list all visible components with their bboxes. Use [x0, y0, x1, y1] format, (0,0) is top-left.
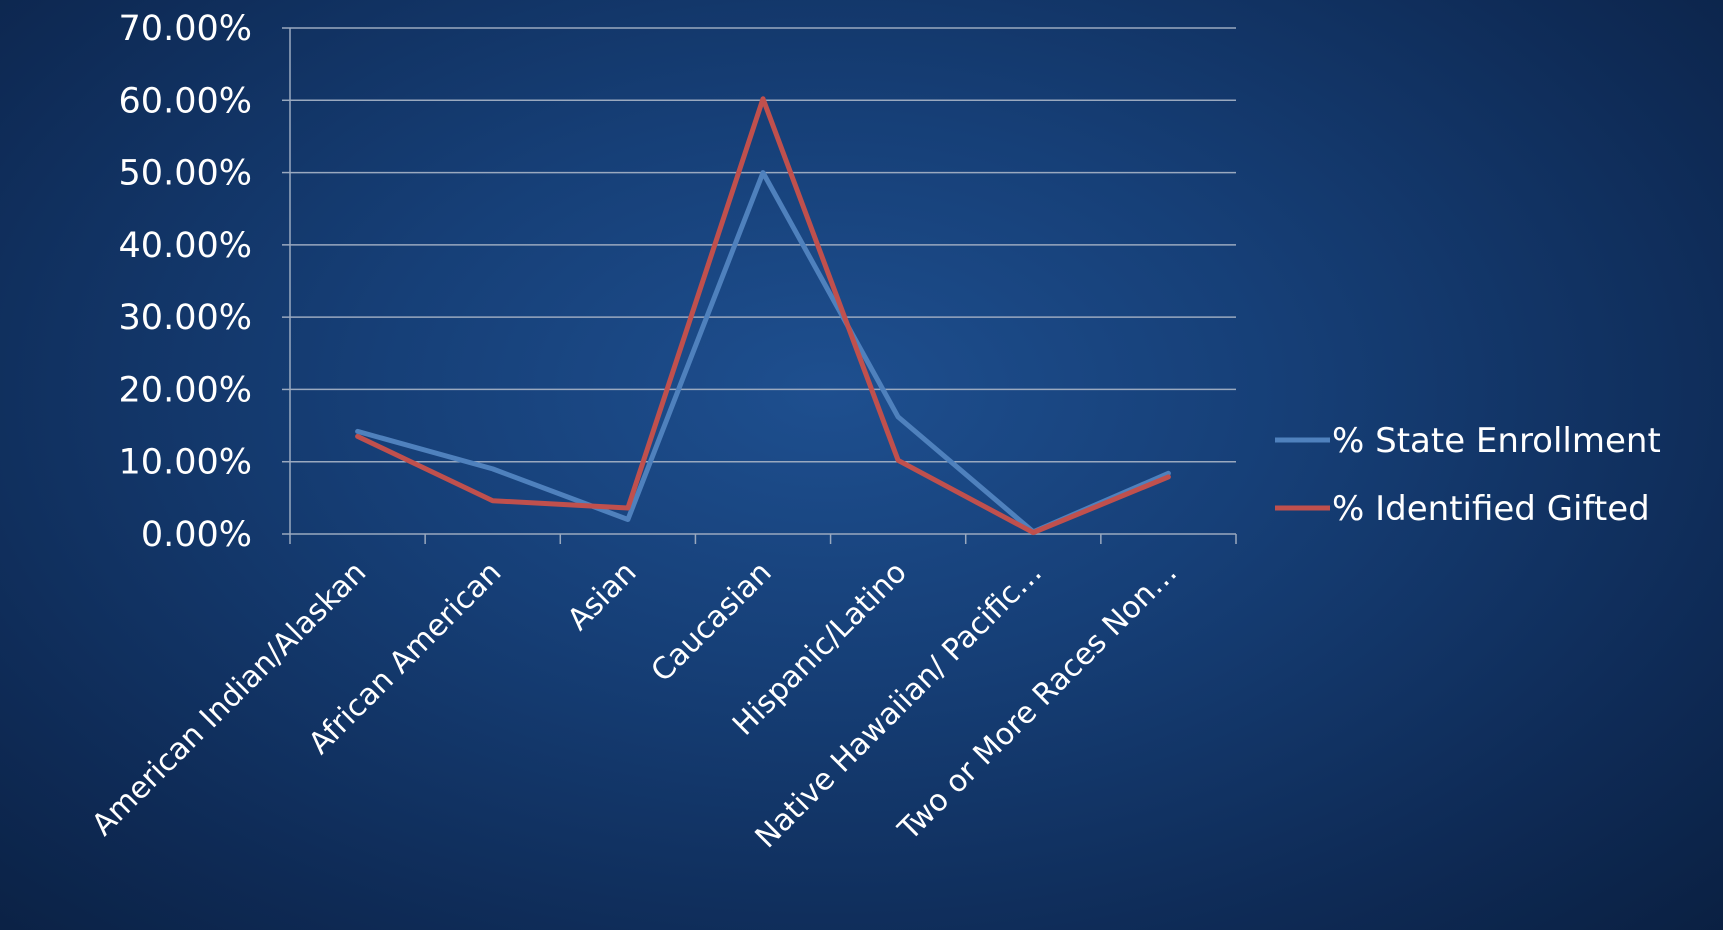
- x-tick-label: American Indian/Alaskan: [85, 555, 373, 843]
- y-tick-label: 40.00%: [119, 226, 252, 266]
- x-tick-label: Caucasian: [645, 555, 779, 689]
- y-tick-label: 0.00%: [141, 515, 252, 555]
- x-tick-label: Asian: [561, 555, 644, 638]
- series-line: [355, 170, 1171, 535]
- series-line: [355, 96, 1171, 536]
- axes: [282, 27, 1237, 544]
- y-tick-label: 10.00%: [119, 443, 252, 483]
- y-tick-label: 60.00%: [119, 81, 252, 121]
- series-lines: [355, 96, 1171, 536]
- y-axis-tick-labels: 0.00% 10.00% 20.00% 30.00% 40.00% 50.00% 60.00…: [119, 9, 252, 555]
- y-tick-label: 30.00%: [119, 298, 252, 338]
- gridlines: [290, 27, 1236, 463]
- y-tick-label: 20.00%: [119, 370, 252, 410]
- y-tick-label: 70.00%: [119, 9, 252, 49]
- legend: % State Enrollment % Identified Gifted: [1275, 421, 1661, 529]
- legend-label: % State Enrollment: [1332, 421, 1661, 461]
- x-tick-label: Native Hawaiian/ Pacific…: [749, 555, 1049, 855]
- legend-label: % Identified Gifted: [1332, 489, 1650, 529]
- x-tick-label: Two or More Races Non…: [891, 555, 1184, 848]
- y-tick-label: 50.00%: [119, 154, 252, 194]
